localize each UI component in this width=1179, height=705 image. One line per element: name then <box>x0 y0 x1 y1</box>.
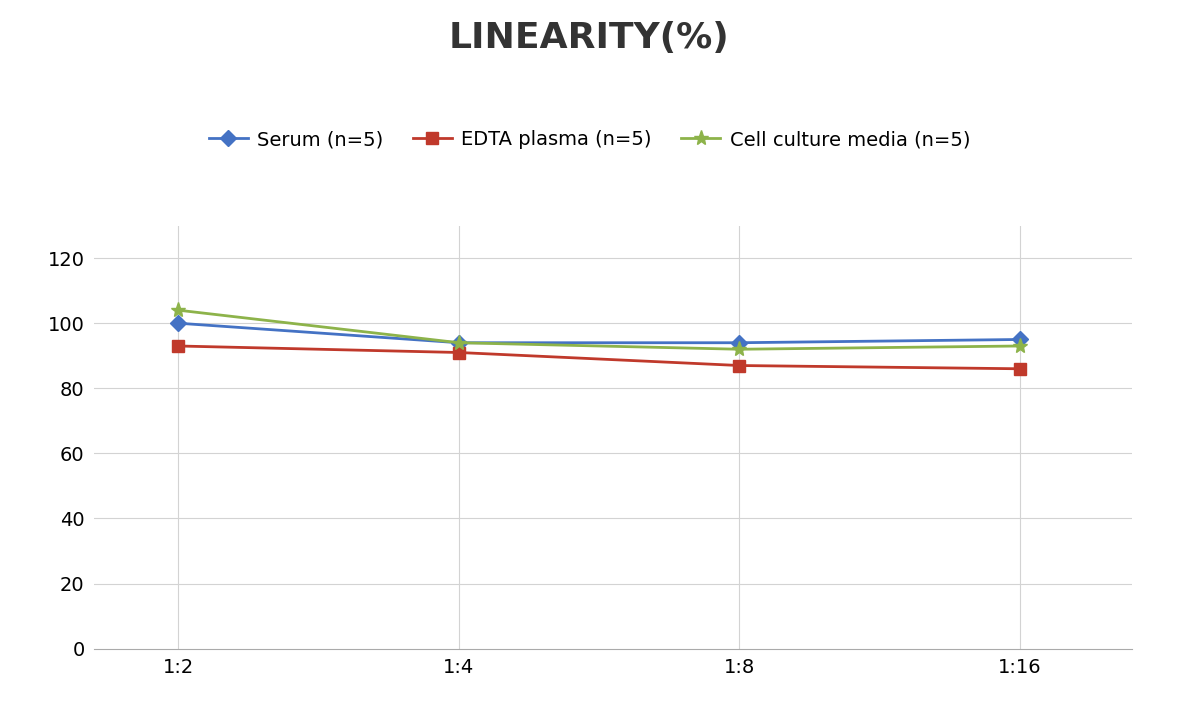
Line: EDTA plasma (n=5): EDTA plasma (n=5) <box>173 341 1026 374</box>
Serum (n=5) <box>452 338 466 347</box>
Cell culture media (n=5) <box>1013 342 1027 350</box>
Serum (n=5) <box>171 319 185 327</box>
Cell culture media (n=5) <box>732 345 746 353</box>
Legend: Serum (n=5), EDTA plasma (n=5), Cell culture media (n=5): Serum (n=5), EDTA plasma (n=5), Cell cul… <box>200 123 979 157</box>
Line: Serum (n=5): Serum (n=5) <box>173 318 1026 348</box>
EDTA plasma (n=5) <box>452 348 466 357</box>
EDTA plasma (n=5) <box>1013 364 1027 373</box>
Serum (n=5) <box>732 338 746 347</box>
Text: LINEARITY(%): LINEARITY(%) <box>449 21 730 55</box>
EDTA plasma (n=5) <box>732 361 746 369</box>
Cell culture media (n=5) <box>171 306 185 314</box>
EDTA plasma (n=5) <box>171 342 185 350</box>
Cell culture media (n=5) <box>452 338 466 347</box>
Serum (n=5) <box>1013 336 1027 344</box>
Line: Cell culture media (n=5): Cell culture media (n=5) <box>171 302 1027 357</box>
